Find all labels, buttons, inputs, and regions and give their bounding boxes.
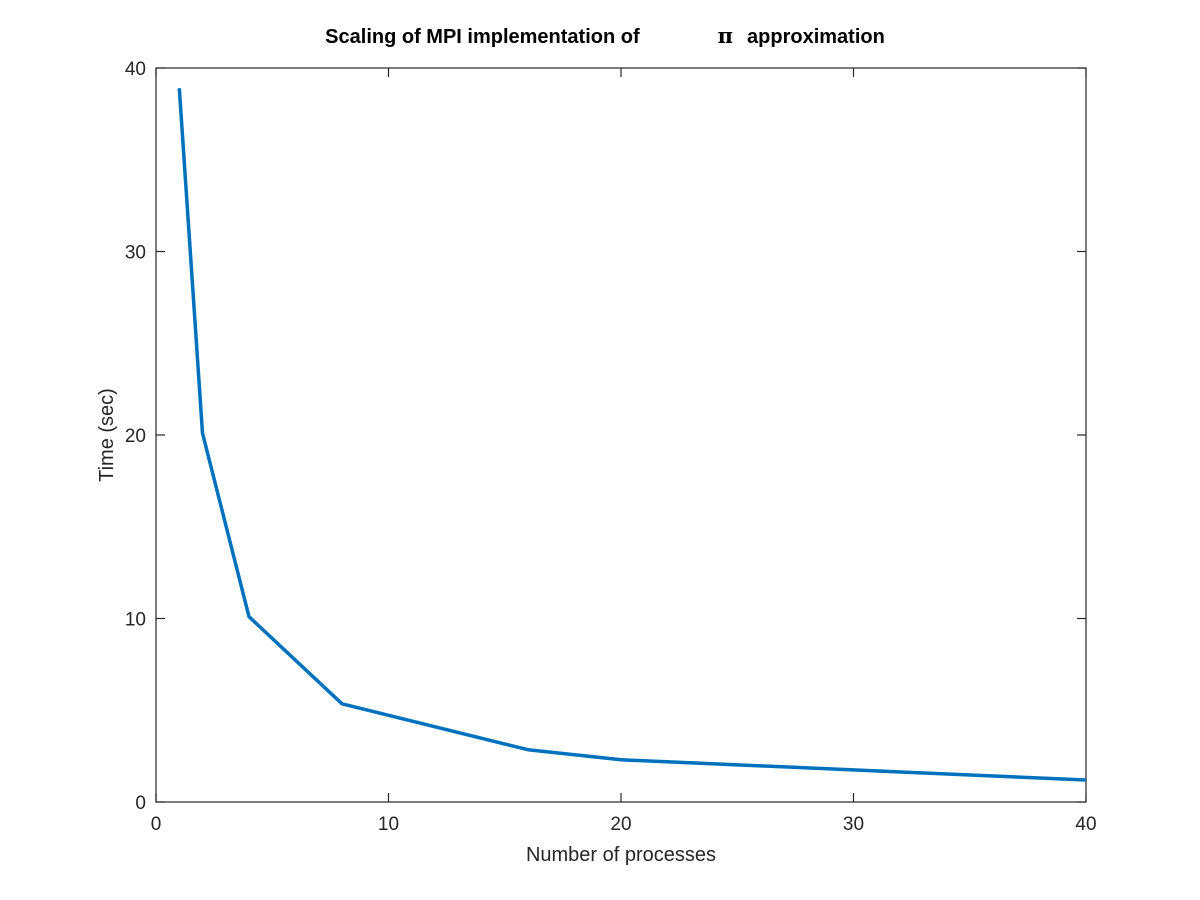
series-layer	[177, 88, 1087, 782]
y-axis-ticks: 0 10 20 30 40	[125, 59, 1086, 814]
y-tick-label: 20	[125, 426, 146, 447]
series-line-time	[177, 88, 1087, 782]
x-axis-ticks: 0 10 20 30 40	[151, 68, 1097, 835]
chart-title: Scaling of MPI implementation of π approxi…	[325, 23, 885, 48]
x-tick-label: 20	[610, 814, 631, 835]
plot-area	[155, 67, 1087, 803]
y-tick-label: 30	[125, 243, 146, 264]
y-axis-label: Time (sec)	[96, 388, 118, 482]
x-tick-label: 40	[1075, 814, 1096, 835]
y-tick-label: 0	[135, 793, 146, 814]
x-tick-label: 0	[151, 814, 162, 835]
x-tick-label: 30	[843, 814, 864, 835]
x-axis-label: Number of processes	[526, 844, 716, 866]
y-tick-label: 10	[125, 610, 146, 631]
y-tick-label: 40	[125, 59, 146, 80]
x-tick-label: 10	[378, 814, 399, 835]
